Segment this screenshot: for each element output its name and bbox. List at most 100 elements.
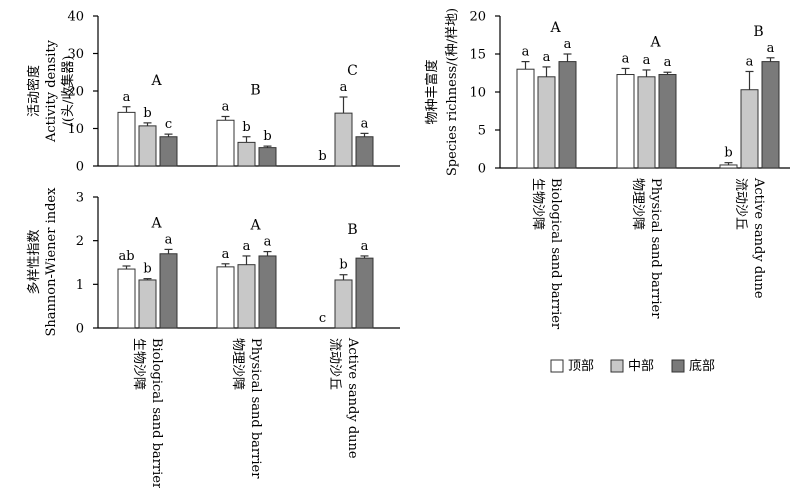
bar-bottom — [159, 253, 178, 329]
category-label-zh: 物理沙障 — [630, 178, 645, 230]
ylabel-en: Shannon-Wiener index — [44, 187, 59, 337]
bar-middle — [334, 279, 353, 329]
significance-letter: a — [222, 247, 230, 262]
bar-bottom — [355, 257, 374, 329]
y-ticks: 0 5 10 15 20 — [469, 10, 500, 177]
bar-middle — [740, 89, 759, 169]
significance-letter: c — [165, 117, 172, 132]
y-tick-label: 20 — [469, 10, 486, 25]
legend-swatch-top — [550, 359, 564, 373]
category-label-en: Active sandy dune — [751, 177, 766, 299]
group-letter: A — [150, 73, 162, 89]
significance-letter: a — [746, 54, 754, 69]
category-label-zh: 流动沙丘 — [733, 178, 748, 230]
bar-middle — [537, 76, 556, 169]
ylabel-zh: 多样性指数 — [26, 229, 42, 294]
bar-middle — [237, 141, 256, 167]
significance-letter: b — [242, 120, 250, 135]
category-label-en: Biological sand barrier — [149, 338, 164, 488]
y-ticks: 0 1 2 3 — [76, 191, 98, 337]
significance-letter: a — [767, 41, 775, 56]
y-tick-label: 0 — [76, 160, 84, 175]
y-tick-label: 1 — [76, 278, 84, 293]
significance-letter: b — [143, 106, 151, 121]
bar-middle — [138, 279, 157, 329]
bar-top — [216, 266, 235, 329]
legend: 顶部 中部 底部 — [550, 358, 715, 374]
category-label-zh: 生物沙障 — [530, 178, 545, 230]
ylabel-en-unit: Species richness/(种/样地) — [445, 8, 460, 176]
bar-middle — [237, 264, 256, 329]
x-category-labels: 生物沙障 Biological sand barrier 物理沙障 Physical … — [131, 337, 360, 488]
legend-label-bottom: 底部 — [689, 358, 715, 374]
ylabel-zh: 物种丰富度 — [424, 59, 440, 124]
group-letter: A — [249, 218, 261, 234]
bar-bottom — [658, 74, 677, 169]
significance-letter: b — [263, 129, 271, 144]
y-tick-label: 0 — [478, 162, 486, 177]
category-label-en: Biological sand barrier — [548, 178, 563, 330]
y-tick-label: 10 — [469, 86, 486, 101]
legend-label-top: 顶部 — [568, 359, 594, 374]
bar-top — [117, 268, 136, 329]
ylabel-unit: /(种/样地) — [445, 8, 460, 66]
category-label-zh: 流动沙丘 — [327, 338, 342, 390]
category-label-en: Physical sand barrier — [248, 338, 263, 479]
bar-bottom — [159, 136, 178, 167]
significance-letter: a — [564, 37, 572, 52]
significance-letter: a — [123, 90, 131, 105]
bar-bottom — [761, 61, 780, 169]
bar-bottom — [355, 136, 374, 167]
ylabel-unit: /(头/收集器) — [60, 56, 76, 127]
legend-swatch-bottom — [671, 359, 685, 373]
significance-letter: b — [339, 258, 347, 273]
legend-label-middle: 中部 — [628, 359, 654, 374]
legend-swatch-middle — [610, 359, 624, 373]
significance-letter: a — [643, 53, 651, 68]
y-tick-label: 30 — [67, 47, 84, 62]
category-label-en: Physical sand barrier — [648, 178, 663, 319]
significance-letter: a — [522, 45, 530, 60]
significance-letter: a — [264, 235, 272, 250]
category-label-en: Active sandy dune — [345, 337, 360, 459]
bar-top — [117, 111, 136, 167]
significance-letter: a — [543, 50, 551, 65]
ylabel-en: Activity density — [44, 39, 59, 143]
group-letter: B — [347, 222, 357, 238]
y-tick-label: 20 — [67, 85, 84, 100]
significance-letter: c — [319, 311, 326, 326]
group-letter: A — [649, 34, 661, 50]
y-tick-label: 5 — [478, 124, 486, 139]
bar-top — [719, 164, 738, 169]
y-tick-label: 15 — [469, 48, 486, 63]
bar-top — [216, 119, 235, 167]
group-letter: C — [347, 63, 358, 79]
y-tick-label: 3 — [76, 191, 84, 206]
significance-letter: a — [243, 239, 251, 254]
significance-letter: a — [165, 232, 173, 247]
significance-letter: a — [361, 116, 369, 131]
significance-letter: a — [622, 51, 630, 66]
group-letter: A — [150, 215, 162, 231]
y-ticks: 0 10 20 30 40 — [67, 10, 98, 175]
x-category-labels: 生物沙障 Biological sand barrier 物理沙障 Physical … — [530, 177, 766, 330]
significance-letter: b — [318, 149, 326, 164]
bar-bottom — [558, 61, 577, 169]
bar-middle — [334, 112, 353, 167]
bar-middle — [637, 76, 656, 169]
significance-letter: b — [724, 146, 732, 161]
significance-letter: b — [143, 262, 151, 277]
bar-bottom — [258, 255, 277, 329]
group-letter: B — [753, 24, 763, 40]
category-label-zh: 物理沙障 — [230, 338, 245, 390]
significance-letter: a — [340, 80, 348, 95]
significance-letter: ab — [118, 249, 134, 264]
y-tick-label: 40 — [67, 10, 84, 25]
category-label-zh: 生物沙障 — [131, 338, 146, 390]
group-letter: B — [250, 83, 260, 99]
significance-letter: a — [361, 239, 369, 254]
